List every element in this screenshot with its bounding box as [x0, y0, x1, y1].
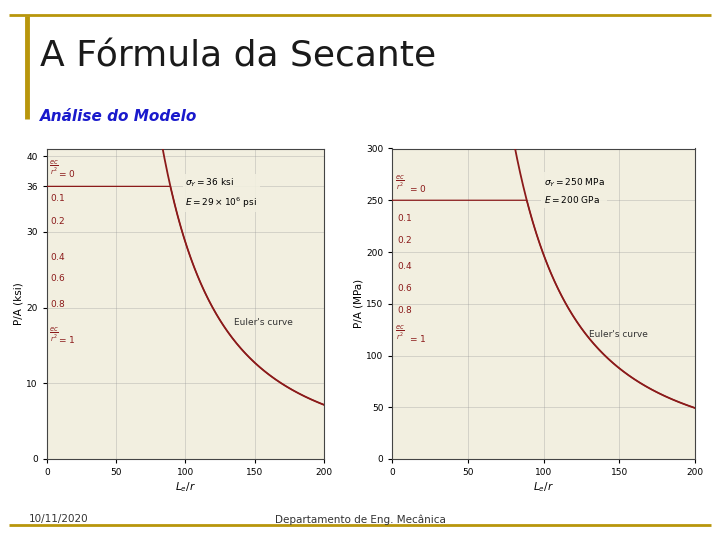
X-axis label: $L_e/r$: $L_e/r$ — [175, 480, 196, 494]
Text: $\sigma_Y = 36$ ksi
$E = 29 \times 10^6$ psi: $\sigma_Y = 36$ ksi $E = 29 \times 10^6$… — [186, 177, 257, 210]
Text: Departamento de Eng. Mecânica: Departamento de Eng. Mecânica — [274, 514, 446, 525]
Text: $\frac{ec}{r^2}$: $\frac{ec}{r^2}$ — [395, 174, 405, 192]
Text: $0.2$: $0.2$ — [397, 234, 412, 245]
Text: A Fórmula da Secante: A Fórmula da Secante — [40, 40, 436, 73]
Text: $\sigma_Y = 250$ MPa
$E = 200$ GPa: $\sigma_Y = 250$ MPa $E = 200$ GPa — [544, 177, 604, 205]
Text: $0.6$: $0.6$ — [397, 282, 413, 293]
Text: $\frac{ec}{r^2}$: $\frac{ec}{r^2}$ — [395, 324, 405, 342]
Text: $= 0$: $= 0$ — [408, 183, 426, 194]
Text: Análise do Modelo: Análise do Modelo — [40, 109, 197, 124]
Text: Euler's curve: Euler's curve — [234, 318, 293, 327]
Y-axis label: P/A (MPa): P/A (MPa) — [354, 279, 364, 328]
Text: $0.8$: $0.8$ — [50, 298, 65, 309]
Text: $0.2$: $0.2$ — [50, 215, 64, 226]
Text: $0.1$: $0.1$ — [50, 192, 65, 203]
Text: $= 1$: $= 1$ — [56, 334, 74, 346]
Text: $\frac{ec}{r^2}$: $\frac{ec}{r^2}$ — [49, 159, 59, 177]
X-axis label: $L_e/r$: $L_e/r$ — [534, 480, 554, 494]
Text: $\frac{ec}{r^2}$: $\frac{ec}{r^2}$ — [49, 326, 59, 344]
Text: $0.8$: $0.8$ — [397, 304, 413, 315]
Text: $0.4$: $0.4$ — [50, 251, 66, 262]
Text: $= 1$: $= 1$ — [408, 333, 426, 344]
Text: $0.4$: $0.4$ — [397, 260, 413, 271]
Text: Euler's curve: Euler's curve — [589, 330, 648, 339]
Text: $0.6$: $0.6$ — [50, 272, 66, 282]
Text: $0.1$: $0.1$ — [397, 212, 413, 223]
Text: $= 0$: $= 0$ — [56, 168, 75, 179]
Y-axis label: P/A (ksi): P/A (ksi) — [14, 282, 24, 325]
Text: 10/11/2020: 10/11/2020 — [29, 515, 89, 524]
